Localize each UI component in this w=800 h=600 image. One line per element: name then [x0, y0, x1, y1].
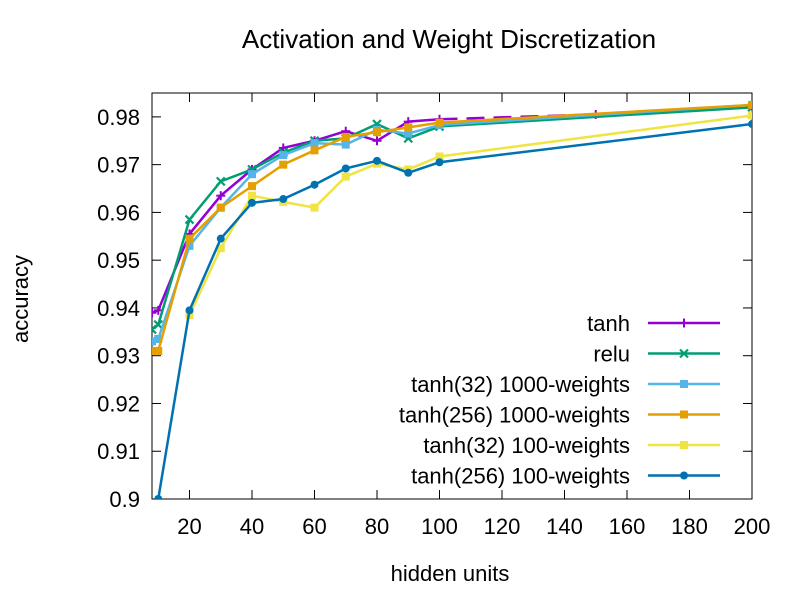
legend-marker	[680, 410, 688, 419]
x-tick-label: 40	[240, 514, 264, 539]
series-3	[152, 100, 752, 355]
y-axis: 0.9 0.91 0.92 0.93 0.94 0.95 0.96 0.97 0.98	[97, 105, 752, 512]
data-point	[154, 334, 163, 343]
data-point	[310, 139, 319, 148]
series-line	[152, 103, 752, 353]
data-point	[153, 319, 164, 330]
data-point	[310, 203, 319, 212]
x-tick-label: 140	[546, 514, 583, 539]
legend-item: relu	[593, 342, 720, 367]
series-line	[152, 103, 752, 343]
y-tick-label: 0.98	[97, 105, 140, 130]
data-point	[248, 198, 256, 207]
data-point	[279, 195, 288, 204]
legend-label: tanh(32) 1000-weights	[411, 372, 630, 397]
data-point	[185, 306, 194, 315]
data-point	[404, 129, 413, 138]
legend-marker	[680, 380, 688, 388]
x-tick-label: 160	[609, 514, 646, 539]
legend-label: tanh(256) 100-weights	[411, 464, 630, 489]
legend-item: tanh	[587, 311, 720, 336]
legend-label: tanh(32) 100-weights	[423, 433, 630, 458]
data-point	[185, 241, 194, 250]
data-point	[310, 180, 319, 189]
x-tick-label: 180	[671, 514, 708, 539]
legend-label: tanh(256) 1000-weights	[399, 403, 630, 428]
x-tick-label: 200	[734, 514, 771, 539]
legend-marker	[680, 471, 688, 480]
legend-item: tanh(32) 1000-weights	[411, 372, 720, 397]
data-point	[279, 160, 288, 169]
y-tick-label: 0.9	[109, 487, 140, 512]
data-point	[216, 203, 225, 212]
data-point	[154, 495, 163, 499]
x-tick-label: 100	[421, 514, 458, 539]
data-point	[341, 132, 350, 141]
legend-item: tanh(256) 1000-weights	[399, 403, 720, 428]
data-point	[748, 111, 752, 120]
plot-frame	[151, 92, 753, 500]
data-point	[435, 118, 444, 127]
data-point	[152, 337, 156, 346]
legend: tanh relu tanh(32) 1000-weights tanh(256) 1…	[399, 311, 720, 489]
data-point	[748, 100, 752, 109]
data-point	[279, 151, 288, 160]
series-layer	[152, 100, 752, 499]
x-axis-label: hidden units	[391, 561, 510, 586]
data-point	[248, 170, 256, 179]
data-point	[185, 234, 194, 243]
series-5	[154, 120, 752, 499]
data-point	[404, 168, 413, 177]
x-tick-label: 80	[365, 514, 389, 539]
chart-title: Activation and Weight Discretization	[242, 24, 656, 54]
legend-item: tanh(32) 100-weights	[423, 433, 720, 458]
series-line	[152, 106, 752, 331]
y-tick-label: 0.92	[97, 391, 140, 416]
data-point	[216, 234, 225, 243]
data-point	[310, 146, 319, 155]
legend-label: relu	[593, 342, 630, 367]
y-tick-label: 0.95	[97, 248, 140, 273]
data-point	[373, 156, 381, 165]
x-tick-label: 20	[177, 514, 201, 539]
y-tick-label: 0.96	[97, 200, 140, 225]
data-point	[404, 123, 413, 132]
legend-marker	[680, 441, 688, 449]
data-point	[341, 172, 350, 181]
series-2	[152, 100, 752, 346]
data-point	[747, 105, 752, 113]
series-line	[188, 114, 752, 316]
data-point	[154, 346, 163, 355]
data-point	[373, 128, 381, 137]
data-point	[152, 346, 156, 355]
data-point	[216, 244, 225, 253]
data-point	[435, 152, 444, 161]
data-point	[435, 158, 444, 167]
data-point	[248, 191, 256, 200]
x-tick-label: 120	[484, 514, 521, 539]
y-tick-label: 0.93	[97, 344, 140, 369]
y-tick-label: 0.94	[97, 296, 140, 321]
data-point	[748, 120, 752, 129]
x-axis: 20 40 60 80 100 120 140 160 180 200	[177, 93, 770, 539]
legend-item: tanh(256) 100-weights	[411, 464, 720, 489]
plot-area	[151, 92, 753, 500]
y-tick-label: 0.97	[97, 153, 140, 178]
legend-label: tanh	[587, 311, 630, 336]
y-tick-label: 0.91	[97, 439, 140, 464]
legend-marker	[679, 348, 689, 359]
y-axis-label: accuracy	[8, 255, 33, 343]
x-tick-label: 60	[302, 514, 326, 539]
data-point	[248, 182, 256, 191]
data-point	[152, 327, 157, 335]
data-point	[341, 164, 350, 173]
series-4	[185, 111, 752, 320]
data-point	[341, 140, 350, 149]
data-point	[215, 176, 226, 187]
data-point	[184, 214, 195, 225]
